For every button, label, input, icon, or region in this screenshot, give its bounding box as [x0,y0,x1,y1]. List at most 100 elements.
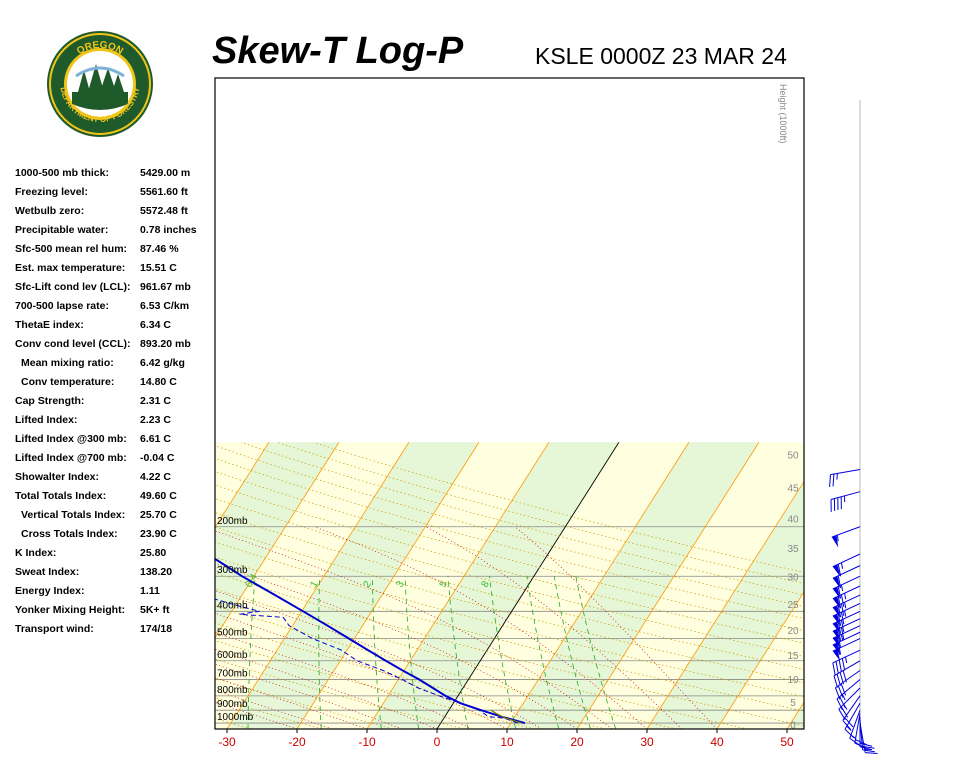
index-label: Precipitable water: [15,224,109,236]
wind-barb-flag [832,642,841,655]
index-label: ThetaE index: [15,319,84,331]
wind-barb-flag [832,605,841,618]
height-tick-label: 35 [787,544,799,555]
wind-barb [830,491,861,512]
x-tick-label: 40 [710,735,724,749]
isobar-label: 500mb [217,628,248,639]
wind-barb-staff [832,602,861,617]
dry-adiabat [215,572,804,727]
index-row: Vertical Totals Index: 25.70 C [15,509,215,528]
isotherm-band [297,442,549,729]
wind-barb [832,565,861,589]
index-row: K Index: 25.80 [15,547,215,566]
wind-barb-full [837,605,842,618]
index-label: Total Totals Index: [15,490,107,502]
dry-adiabat [215,622,606,729]
wind-barb [829,468,861,488]
isotherm-band [0,442,59,729]
index-label: 700-500 lapse rate: [15,300,109,312]
dry-adiabat [215,640,535,729]
wind-barb-full [836,698,843,711]
wind-barb [842,695,861,731]
isotherm-band [367,442,619,729]
wind-barb-flag [832,621,841,634]
index-value: 2.23 C [140,414,171,426]
wind-barb-flag [832,586,841,599]
index-row: 700-500 lapse rate: 6.53 C/km [15,300,215,319]
index-label: Freezing level: [15,186,88,198]
mixing-ratio-label: 3 [394,579,407,590]
index-row: Showalter Index: 4.22 C [15,471,215,490]
index-label: 1000-500 mb thick: [15,167,109,179]
wind-barb-staff [838,687,861,710]
isotherm-line [296,442,480,729]
height-tick-label: 40 [787,515,799,526]
wind-barb-full [840,496,842,510]
wind-barb-half [841,694,846,701]
svg-text:OREGON: OREGON [75,40,125,57]
isotherm-line [646,480,804,729]
mixing-ratio-line [553,576,591,729]
index-row: Cap Strength: 2.31 C [15,395,215,414]
chart-title: Skew-T Log-P [212,30,464,72]
index-label: Mean mixing ratio: [21,357,114,369]
index-row: Transport wind: 174/18 [15,623,215,642]
index-value: 25.70 C [140,509,177,521]
index-row: Lifted Index: 2.23 C [15,414,215,433]
wind-barb [832,649,861,676]
wind-barb-full [855,739,867,746]
index-label: Sweat Index: [15,566,80,578]
wind-barb-staff [832,649,861,664]
wind-barb-staff [835,670,861,689]
wind-barb-half [844,495,846,503]
height-tick-label: 20 [787,626,799,637]
index-row: Sweat Index: 138.20 [15,566,215,585]
wind-barb-full [830,499,832,512]
logo-top-text: OREGON [75,40,125,57]
mixing-ratio-line [575,576,617,729]
mixing-ratio-label: 2 [362,579,375,590]
wind-barb-staff [831,526,861,538]
index-value: 6.53 C/km [140,300,190,312]
index-value: 893.20 mb [140,338,191,350]
isotherm-line [215,442,340,639]
wind-barb-half [844,610,847,617]
index-value: 5572.48 ft [140,205,188,217]
index-label: Energy Index: [15,585,85,597]
wind-barb-full [840,683,847,696]
wind-barb-full [839,672,844,685]
wind-barb-flag [832,636,841,649]
index-value: 1.11 [140,585,160,597]
index-label: Transport wind: [15,623,94,635]
index-row: Conv cond level (CCL): 893.20 mb [15,338,215,357]
wind-barb-staff [830,468,861,476]
index-label: Conv cond level (CCL): [15,338,131,350]
wind-barb-full [832,662,836,676]
wind-barb [832,585,861,609]
index-label: Cap Strength: [15,395,85,407]
dry-adiabat [215,512,804,670]
wind-barb-full [840,706,849,718]
isotherm-line [786,701,804,729]
wind-barb-full [862,749,875,753]
index-value: 14.80 C [140,376,177,388]
wind-barb-half [836,534,839,542]
index-label: Sfc-Lift cond lev (LCL): [15,281,131,293]
x-tick-label: 30 [640,735,654,749]
mixing-ratio-label: 1 [308,579,321,590]
height-tick-label: 0 [790,721,796,732]
index-value: 174/18 [140,623,173,635]
wind-barb-flag [832,596,841,609]
mixing-ratio-line [318,576,322,729]
index-label: Conv temperature: [21,376,115,388]
wind-barb-full [837,613,842,626]
wind-barb-full [837,564,842,577]
wind-barb-full [833,498,836,511]
wind-barb-half [840,634,844,641]
index-value: 5K+ ft [140,604,170,616]
dry-adiabat [215,498,804,657]
moist-adiabat [514,526,718,729]
height-tick-label: 50 [787,451,799,462]
wind-barb-full [837,685,844,698]
index-label: K Index: [15,547,57,559]
